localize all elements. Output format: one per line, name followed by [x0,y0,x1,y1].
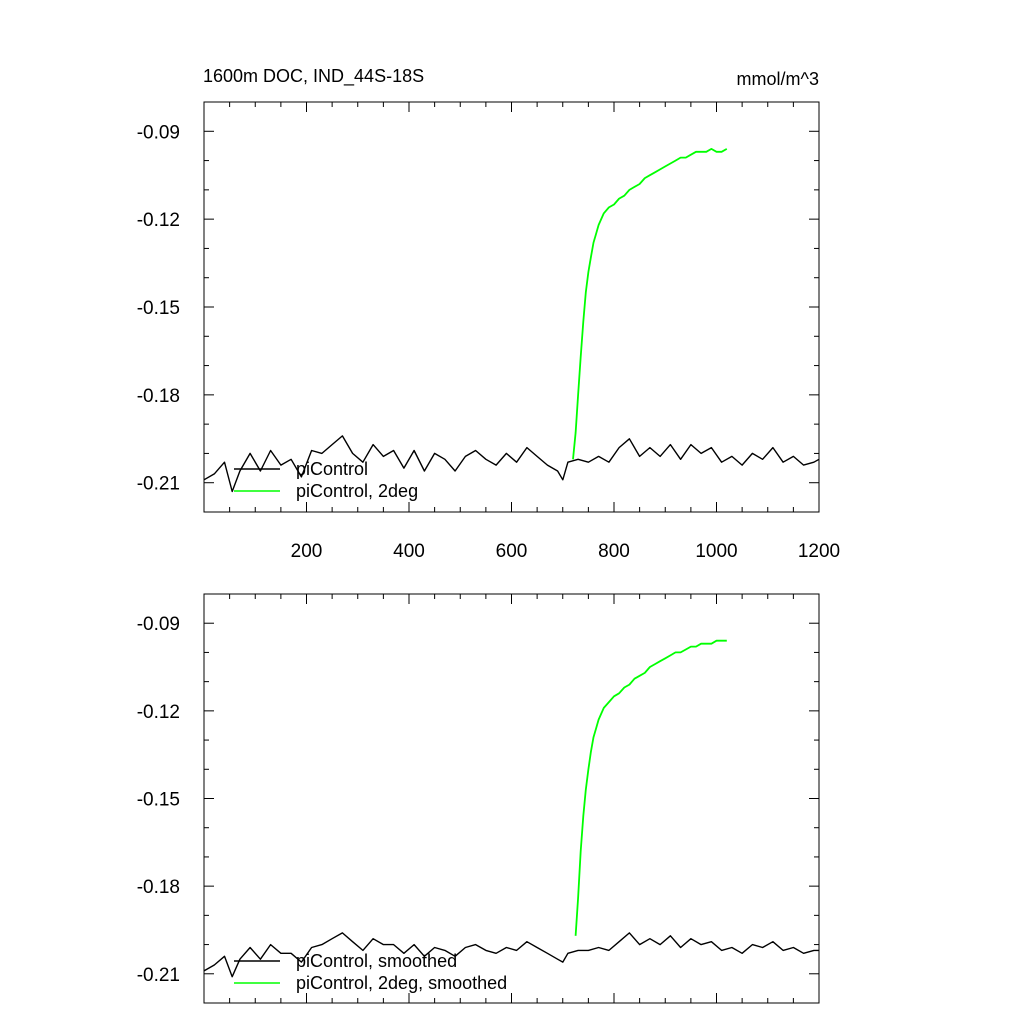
plot-frame [203,101,820,513]
y-tick-label: -0.15 [137,790,180,811]
x-tick-label: 1000 [695,541,737,562]
bottom-panel: -0.09 -0.12 -0.15 -0.18 -0.21 piControl, smoo… [137,593,820,1004]
y-tick-label: -0.18 [137,386,180,407]
x-tick-label: 400 [393,541,425,562]
x-tick-label: 1200 [798,541,840,562]
series-line-warming [572,148,728,460]
series-line-control [203,932,819,978]
y-tick-label: -0.12 [137,702,180,723]
x-tick-label: 800 [598,541,630,562]
y-tick-label: -0.09 [137,614,180,635]
series-line-control [203,435,820,493]
plot-frame [203,593,820,1004]
legend-label: piControl, smoothed [296,951,457,971]
y-tick-label: -0.09 [137,122,180,143]
y-tick-label: -0.12 [137,210,180,231]
y-tick-label: -0.21 [137,965,180,986]
legend-label: piControl, 2deg, smoothed [296,973,507,993]
x-tick-label: 600 [496,541,528,562]
series-line-warming [574,639,727,936]
y-tick-label: -0.15 [137,298,180,319]
top-panel: -0.09 -0.12 -0.15 -0.18 -0.21 200 400 600 800 100… [137,101,840,562]
units-label: mmol/m^3 [737,69,819,89]
legend-label: piControl, 2deg [296,481,418,501]
x-tick-label: 200 [291,541,323,562]
figure-title: 1600m DOC, IND_44S-18S [203,66,424,87]
legend-label: piControl [296,459,368,479]
y-tick-label: -0.18 [137,877,180,898]
y-tick-label: -0.21 [137,474,180,495]
